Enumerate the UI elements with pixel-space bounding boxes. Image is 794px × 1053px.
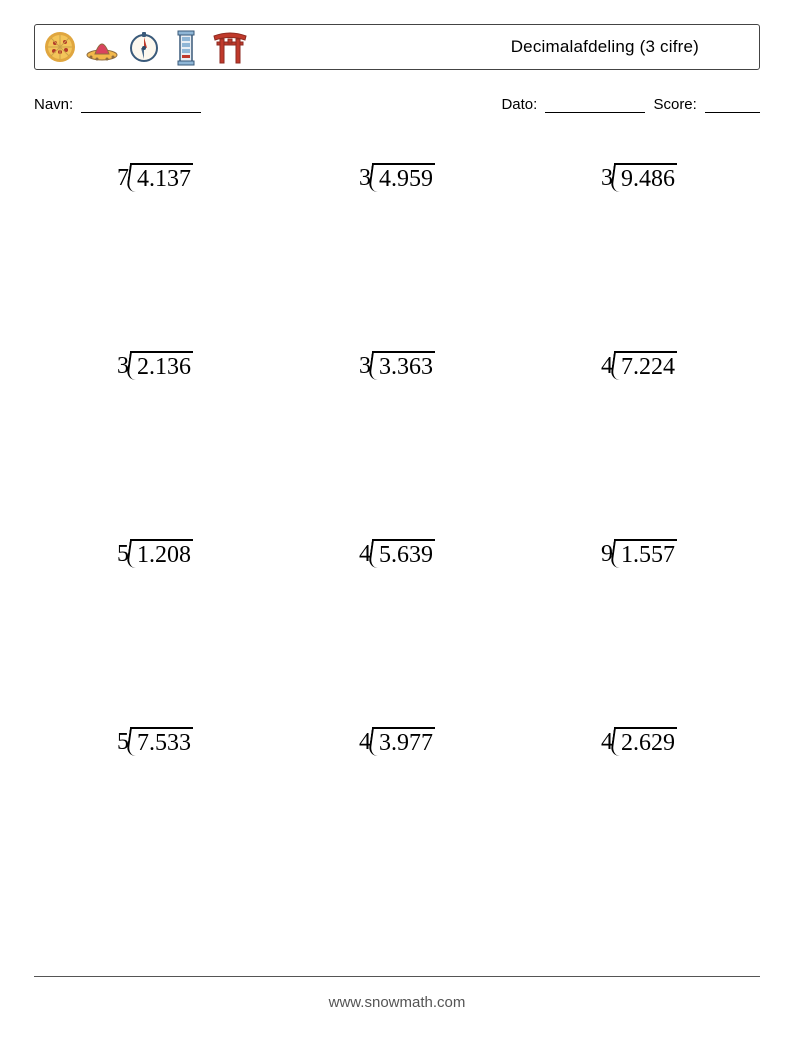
division-problem: 42.629 bbox=[518, 727, 760, 755]
division-problem: 74.137 bbox=[34, 163, 276, 191]
pizza-icon bbox=[43, 30, 77, 64]
division-problem: 33.363 bbox=[276, 351, 518, 379]
footer-divider bbox=[34, 976, 760, 977]
long-division: 74.137 bbox=[117, 163, 193, 191]
score-label: Score: bbox=[653, 96, 696, 113]
dividend: 7.533 bbox=[131, 727, 193, 755]
division-problem: 57.533 bbox=[34, 727, 276, 755]
dividend: 4.959 bbox=[373, 163, 435, 191]
header-bar: Decimalafdeling (3 cifre) bbox=[34, 24, 760, 70]
header-icon-strip bbox=[43, 27, 249, 67]
long-division: 45.639 bbox=[359, 539, 435, 567]
score-field: Score: bbox=[653, 96, 760, 113]
dividend: 2.629 bbox=[615, 727, 677, 755]
division-problem: 39.486 bbox=[518, 163, 760, 191]
meta-row: Navn: Dato: Score: bbox=[34, 96, 760, 113]
long-division: 43.977 bbox=[359, 727, 435, 755]
name-blank[interactable] bbox=[81, 112, 201, 113]
division-problem: 45.639 bbox=[276, 539, 518, 567]
building-icon bbox=[169, 27, 203, 67]
long-division: 32.136 bbox=[117, 351, 193, 379]
dividend: 4.137 bbox=[131, 163, 193, 191]
hat-icon bbox=[85, 30, 119, 64]
long-division: 57.533 bbox=[117, 727, 193, 755]
division-problem: 51.208 bbox=[34, 539, 276, 567]
score-blank[interactable] bbox=[705, 112, 760, 113]
worksheet-page: Decimalafdeling (3 cifre) Navn: Dato: Sc… bbox=[0, 0, 794, 1053]
compass-icon bbox=[127, 30, 161, 64]
date-blank[interactable] bbox=[545, 112, 645, 113]
name-label: Navn: bbox=[34, 96, 73, 113]
long-division: 91.557 bbox=[601, 539, 677, 567]
dividend: 9.486 bbox=[615, 163, 677, 191]
date-label: Dato: bbox=[501, 96, 537, 113]
division-problem: 34.959 bbox=[276, 163, 518, 191]
worksheet-title: Decimalafdeling (3 cifre) bbox=[511, 37, 699, 57]
dividend: 1.208 bbox=[131, 539, 193, 567]
dividend: 7.224 bbox=[615, 351, 677, 379]
name-field: Navn: bbox=[34, 96, 201, 113]
dividend: 5.639 bbox=[373, 539, 435, 567]
dividend: 3.977 bbox=[373, 727, 435, 755]
division-problem: 91.557 bbox=[518, 539, 760, 567]
dividend: 2.136 bbox=[131, 351, 193, 379]
long-division: 33.363 bbox=[359, 351, 435, 379]
division-problem: 32.136 bbox=[34, 351, 276, 379]
long-division: 42.629 bbox=[601, 727, 677, 755]
date-field: Dato: bbox=[501, 96, 645, 113]
torii-icon bbox=[211, 28, 249, 66]
problems-grid: 74.137 34.959 39.486 32.136 33.363 47.224 51.2… bbox=[34, 163, 760, 755]
dividend: 1.557 bbox=[615, 539, 677, 567]
long-division: 34.959 bbox=[359, 163, 435, 191]
long-division: 47.224 bbox=[601, 351, 677, 379]
long-division: 51.208 bbox=[117, 539, 193, 567]
division-problem: 43.977 bbox=[276, 727, 518, 755]
dividend: 3.363 bbox=[373, 351, 435, 379]
division-problem: 47.224 bbox=[518, 351, 760, 379]
footer-text: www.snowmath.com bbox=[0, 994, 794, 1011]
long-division: 39.486 bbox=[601, 163, 677, 191]
